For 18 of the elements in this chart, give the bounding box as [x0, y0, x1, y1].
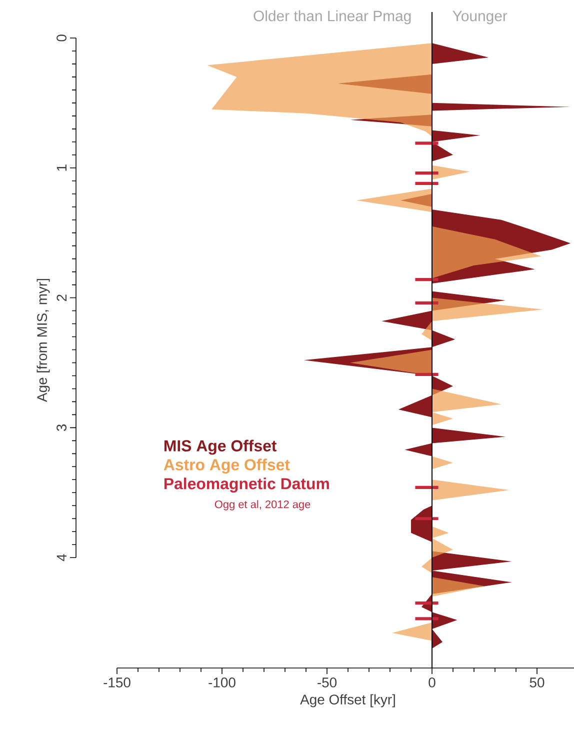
- y-tick-label: 3: [56, 424, 66, 432]
- y-tick-label: 0: [56, 34, 66, 42]
- x-tick-label: 50: [530, 678, 544, 688]
- x-tick-label: -100: [208, 678, 236, 688]
- y-tick-label: 4: [56, 554, 66, 562]
- annotation: Ogg et al, 2012 age: [214, 500, 310, 510]
- text: MIS Age Offset: [164, 440, 277, 455]
- text: Astro Age Offset: [164, 458, 290, 474]
- annotation: Younger: [452, 10, 508, 24]
- x-axis-title: Age Offset [kyr]: [300, 694, 395, 708]
- y-tick-label: 2: [56, 294, 66, 301]
- y-tick-label: 1: [56, 164, 66, 171]
- x-tick-label: -150: [104, 678, 130, 688]
- x-tick-label: 0: [428, 678, 436, 688]
- text: Paleomagnetic Datum: [164, 478, 329, 493]
- x-tick-label: -50: [318, 678, 337, 688]
- annotation: Older than Linear Pmag: [254, 10, 411, 24]
- y-axis-title: Age [from MIS, myr]: [36, 279, 50, 402]
